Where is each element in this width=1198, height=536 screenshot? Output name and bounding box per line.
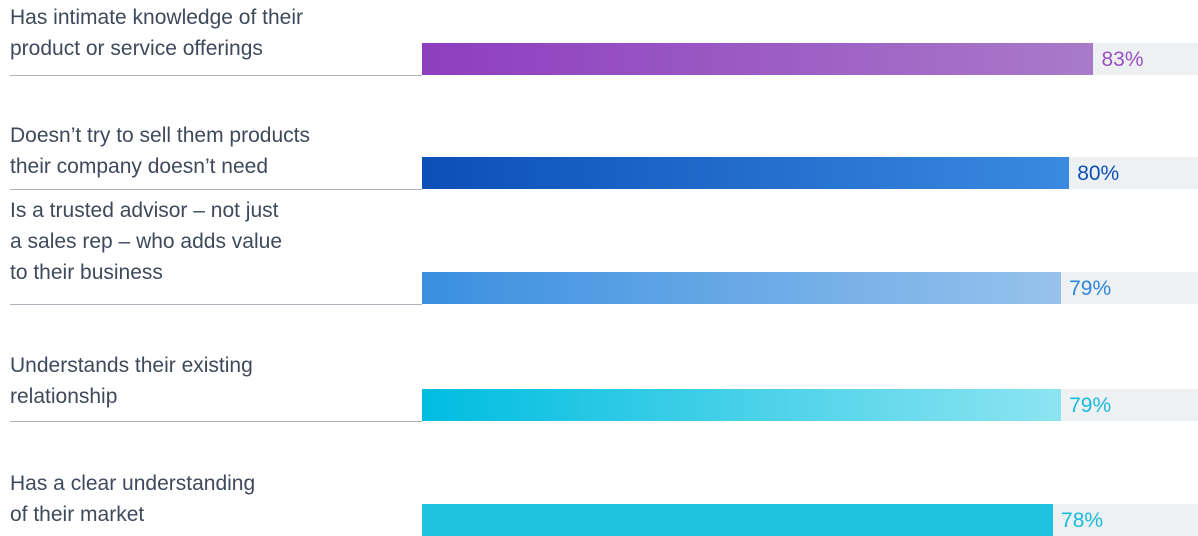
bar-track: 79% bbox=[422, 272, 1198, 304]
row-divider bbox=[10, 304, 422, 305]
value-label: 79% bbox=[1069, 394, 1112, 417]
category-label: Has a clear understanding of their marke… bbox=[10, 472, 256, 526]
bar bbox=[422, 43, 1094, 75]
category-label: Doesn’t try to sell them products their … bbox=[10, 124, 310, 178]
bar bbox=[422, 504, 1054, 536]
bar-track: 80% bbox=[422, 157, 1198, 189]
value-label: 80% bbox=[1077, 162, 1120, 185]
row-divider bbox=[10, 75, 422, 76]
bar-track: 83% bbox=[422, 43, 1198, 75]
category-label: Is a trusted advisor – not just a sales … bbox=[10, 199, 283, 284]
bar bbox=[422, 272, 1062, 304]
value-label: 79% bbox=[1069, 277, 1112, 300]
value-label: 78% bbox=[1061, 509, 1104, 532]
row-divider bbox=[10, 421, 422, 422]
bar-track: 78% bbox=[422, 504, 1198, 536]
category-label: Understands their existing relationship bbox=[10, 354, 253, 408]
row-divider bbox=[10, 189, 422, 190]
bar bbox=[422, 157, 1070, 189]
value-label: 83% bbox=[1101, 48, 1144, 71]
bar-track: 79% bbox=[422, 389, 1198, 421]
category-label: Has intimate knowledge of their product … bbox=[10, 6, 303, 60]
bar bbox=[422, 389, 1062, 421]
